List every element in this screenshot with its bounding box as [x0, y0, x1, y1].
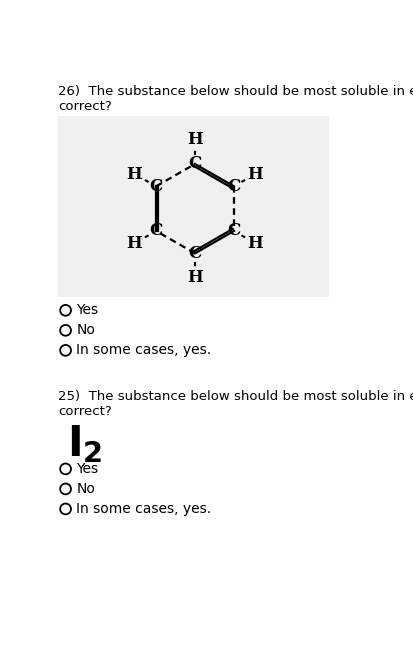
Text: H: H	[187, 131, 203, 148]
Text: H: H	[247, 235, 263, 252]
Text: C: C	[227, 222, 240, 240]
Text: Yes: Yes	[76, 462, 99, 476]
Text: No: No	[76, 482, 95, 496]
Text: $\mathbf{I_2}$: $\mathbf{I_2}$	[67, 422, 103, 465]
Text: 26)  The substance below should be most soluble in ethanol.  Is this
correct?: 26) The substance below should be most s…	[58, 86, 413, 113]
Text: 25)  The substance below should be most soluble in ethanol.  Is this
correct?: 25) The substance below should be most s…	[58, 389, 413, 417]
Text: C: C	[150, 222, 163, 240]
Text: No: No	[76, 323, 95, 338]
Text: H: H	[247, 165, 263, 183]
FancyBboxPatch shape	[58, 116, 329, 297]
Text: H: H	[187, 270, 203, 286]
Text: H: H	[127, 235, 142, 252]
Text: H: H	[127, 165, 142, 183]
Text: In some cases, yes.: In some cases, yes.	[76, 343, 211, 357]
Text: C: C	[188, 245, 202, 262]
Text: C: C	[150, 178, 163, 195]
Text: In some cases, yes.: In some cases, yes.	[76, 502, 211, 516]
Text: C: C	[188, 156, 202, 172]
Text: Yes: Yes	[76, 303, 99, 318]
Text: C: C	[227, 178, 240, 195]
